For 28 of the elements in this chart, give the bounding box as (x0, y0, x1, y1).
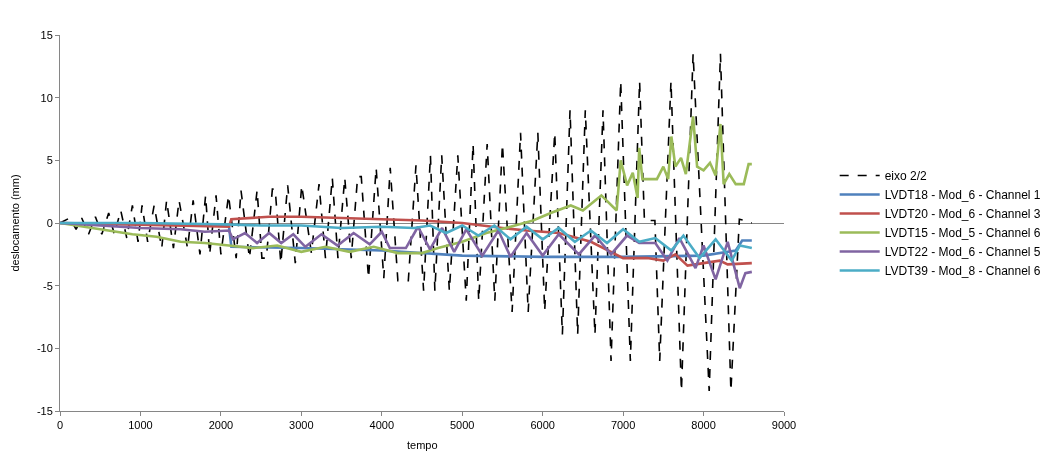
x-tick-label: 8000 (691, 419, 716, 432)
y-tick-label: 15 (40, 28, 53, 41)
x-tick-label: 1000 (128, 419, 153, 432)
y-axis-title: deslocamento (mm) (8, 174, 21, 272)
y-tick-label: 0 (46, 216, 53, 229)
line-series (60, 53, 753, 392)
y-tick-label: -15 (36, 404, 53, 417)
y-tick-label: -10 (36, 342, 53, 355)
legend-label: LVDT39 - Mod_8 - Channel 6 (884, 264, 1041, 279)
x-tick-label: 5000 (449, 419, 475, 432)
line-series (60, 221, 754, 290)
legend-label: eixo 2/2 (884, 169, 928, 184)
x-tick-label: 7000 (610, 419, 636, 432)
x-tick-label: 0 (56, 419, 64, 432)
legend-label: LVDT20 - Mod_6 - Channel 3 (884, 207, 1041, 222)
line-series (60, 115, 754, 255)
x-axis-title: tempo (407, 439, 438, 451)
legend-label: LVDT18 - Mod_6 - Channel 1 (884, 188, 1041, 203)
legend-label: LVDT22 - Mod_6 - Channel 5 (884, 245, 1041, 260)
x-tick-label: 9000 (771, 419, 797, 432)
x-tick-label: 2000 (208, 419, 234, 432)
x-tick-label: 3000 (289, 419, 314, 432)
y-tick-label: 10 (40, 91, 53, 104)
legend-label: LVDT15 - Mod_5 - Channel 6 (884, 226, 1041, 241)
x-tick-label: 4000 (369, 419, 395, 432)
y-tick-label: -5 (43, 279, 53, 292)
x-tick-label: 6000 (530, 419, 555, 432)
y-tick-label: 5 (46, 154, 53, 167)
